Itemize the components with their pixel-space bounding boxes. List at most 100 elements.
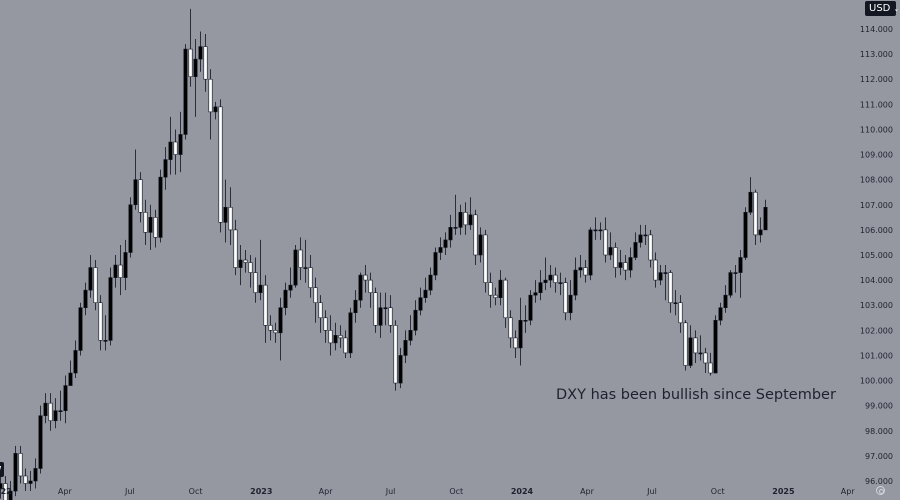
price-tick-label: 102.000 [860, 326, 893, 335]
candle [633, 232, 638, 261]
candle-body-up [658, 272, 663, 281]
candle-body-up [448, 227, 453, 241]
candle-body-down [243, 259, 248, 263]
time-axis[interactable]: 2022 Apr Jul Oct 2023 Apr Jul Oct 2024 Apr Jul Oct 2… [0, 487, 855, 496]
candle-body-down [218, 106, 223, 223]
candle-body-up [113, 264, 118, 278]
candle-body-up [108, 277, 113, 341]
time-tick-label: Apr [319, 487, 334, 496]
candle-body-up [183, 48, 188, 135]
candle-body-up [543, 279, 548, 283]
candle-body-down [583, 267, 588, 276]
candle [33, 458, 38, 489]
time-tick-label: Oct [711, 487, 725, 496]
candle [228, 187, 233, 245]
candle [83, 282, 88, 316]
candle-body-up [283, 289, 288, 309]
candle-body-down [603, 229, 608, 256]
gear-icon[interactable] [876, 486, 885, 495]
candle [708, 352, 713, 376]
candle-body-down [203, 46, 208, 80]
candle-body-down [503, 279, 508, 319]
candle [93, 260, 98, 311]
candle [178, 111, 183, 173]
candle-body-up [698, 352, 703, 355]
candle [263, 275, 268, 343]
price-axis[interactable]: 96.000 97.000 98.000 99.000 100.000 101.000 10… [860, 25, 893, 486]
candle-body-up [438, 247, 443, 253]
price-tick-label: 104.000 [860, 276, 893, 285]
candle [688, 325, 693, 368]
candle-body-up [643, 234, 648, 237]
candle-body-down [488, 282, 493, 296]
candle [758, 217, 763, 243]
candle-body-up [28, 480, 33, 484]
price-tick-label: 108.000 [860, 176, 893, 185]
price-tick-label: 99.000 [865, 402, 893, 411]
price-tick-label: 105.000 [860, 251, 893, 260]
candle [753, 189, 758, 245]
candle-body-down [323, 317, 328, 331]
candle [28, 470, 33, 492]
candle-body-down [613, 247, 618, 268]
candle-body-down [463, 212, 468, 226]
candle [408, 315, 413, 346]
candle-body-up [33, 468, 38, 482]
candle [103, 315, 108, 351]
price-tick-label: 97.000 [865, 452, 893, 461]
candle [608, 232, 613, 261]
candle-body-down [683, 322, 688, 366]
candle-body-down [253, 272, 258, 293]
candle [628, 247, 633, 278]
time-tick-label: Jul [646, 487, 657, 496]
time-tick-label: Apr [580, 487, 595, 496]
candle [738, 249, 743, 298]
candle-body-up [163, 159, 168, 178]
candle [413, 300, 418, 336]
candle [403, 330, 408, 363]
candle-body-up [688, 337, 693, 366]
candle-body-up [293, 249, 298, 286]
candle-body-up [198, 46, 203, 60]
candle-body-down [118, 264, 123, 278]
candle [423, 277, 428, 303]
candle-body-up [478, 234, 483, 256]
candle-body-down [313, 287, 318, 304]
candle [298, 237, 303, 281]
candle-body-up [743, 212, 748, 258]
candle-body-up [398, 355, 403, 384]
candle-body-up [713, 319, 718, 374]
candle [118, 244, 123, 296]
chart-annotation-text[interactable]: DXY has been bullish since September [556, 387, 836, 403]
candle-body-up [13, 453, 18, 492]
candle-body-down [298, 249, 303, 268]
candle-body-up [763, 206, 768, 231]
price-tick-label: 114.000 [860, 25, 893, 34]
candle [383, 292, 388, 326]
candle [448, 214, 453, 248]
candle [148, 204, 153, 250]
tradingview-logo[interactable]: View [0, 462, 5, 477]
candle [558, 272, 563, 296]
candle [203, 34, 208, 92]
candle [563, 277, 568, 321]
candle [368, 272, 373, 308]
candle-body-down [703, 352, 708, 364]
candle-body-up [68, 372, 73, 386]
candle-body-up [538, 282, 543, 293]
candle-body-up [638, 234, 643, 243]
candle [393, 320, 398, 391]
candle [233, 219, 238, 276]
candle-body-up [258, 284, 263, 293]
candle-body-down [343, 337, 348, 354]
currency-selector-button[interactable]: USD ⌄ [865, 1, 899, 16]
candle [293, 244, 298, 288]
candle-body-up [628, 257, 633, 271]
candle-body-up [353, 299, 358, 314]
candle [523, 305, 528, 333]
candle [473, 209, 478, 266]
candle-body-up [78, 307, 83, 351]
candle [198, 31, 203, 72]
candle [498, 270, 503, 306]
